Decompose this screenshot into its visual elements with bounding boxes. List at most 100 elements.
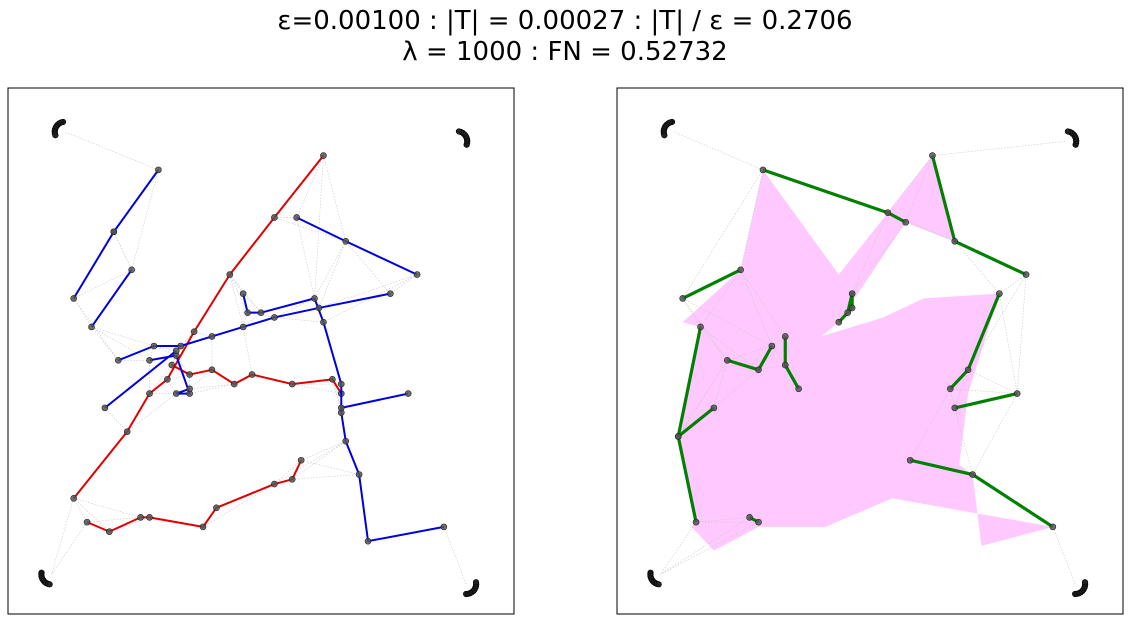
data-point [239, 290, 247, 297]
title-line-2: λ = 1000 : FN = 0.52732 [402, 37, 728, 67]
data-point [320, 152, 327, 159]
data-point [844, 309, 852, 316]
mesh-edge [1052, 526, 1076, 585]
data-point [208, 366, 216, 374]
data-point [1049, 523, 1057, 531]
mesh-edge [171, 345, 181, 366]
mesh-edge [700, 326, 759, 371]
data-point [164, 376, 171, 383]
mesh-edge [292, 383, 342, 394]
data-point [257, 309, 265, 316]
data-point [723, 356, 731, 364]
mesh-edge [740, 169, 764, 270]
series-10 [101, 347, 180, 412]
left-panel [7, 87, 515, 615]
data-point [759, 166, 767, 174]
data-point [746, 514, 753, 521]
mesh-edge [91, 326, 150, 361]
data-point [902, 218, 909, 226]
mesh-edge [332, 379, 342, 408]
data-point [320, 318, 327, 326]
mesh-edge [51, 498, 74, 575]
series-2 [83, 456, 305, 535]
mesh-edge [660, 521, 759, 575]
series-6 [781, 333, 802, 393]
series-6 [293, 214, 421, 278]
data-point [946, 385, 954, 393]
series-4 [70, 228, 118, 302]
series-10 [906, 456, 1057, 531]
series-line [117, 292, 391, 362]
data-point [964, 366, 972, 374]
shaded-region [678, 155, 1053, 551]
data-point [288, 475, 296, 483]
right-panel [616, 87, 1124, 615]
series-line [954, 392, 1018, 410]
series-line [104, 349, 177, 409]
corner-point [472, 579, 480, 586]
data-point [146, 390, 153, 397]
series-2 [679, 266, 744, 302]
mesh-edge [345, 241, 391, 294]
mesh-edge [443, 526, 467, 585]
series-line [90, 269, 133, 328]
data-point [155, 166, 162, 174]
data-point [710, 404, 718, 412]
data-point [297, 456, 305, 464]
mesh-edge [274, 317, 324, 323]
mesh-edge [682, 298, 728, 361]
series-8 [946, 290, 1003, 393]
data-point [83, 518, 91, 526]
data-point [114, 356, 122, 364]
mesh-edge [950, 388, 1018, 394]
data-point [387, 290, 394, 297]
data-point [697, 323, 704, 331]
corner-point [661, 132, 668, 139]
mesh-edge [967, 274, 1027, 370]
series-8 [114, 290, 394, 364]
mesh-edge [296, 217, 315, 299]
series-line [171, 364, 343, 395]
mesh-edge [127, 393, 177, 432]
data-point [293, 214, 300, 221]
data-point [186, 371, 193, 378]
mesh-edge [700, 326, 728, 361]
series-5 [723, 342, 776, 374]
data-point [768, 342, 776, 350]
data-point [137, 514, 144, 521]
data-point [342, 437, 350, 445]
data-point [781, 361, 789, 369]
data-point [208, 333, 216, 340]
data-point [951, 404, 959, 412]
mesh-edge [113, 231, 132, 270]
mesh-edge [189, 383, 235, 390]
mesh-edge [999, 293, 1018, 394]
mesh-edge [73, 298, 92, 328]
mesh-edge [301, 459, 360, 475]
series-7 [835, 290, 856, 326]
series-line [681, 268, 742, 300]
mesh-edge [242, 326, 253, 375]
data-point [413, 271, 421, 278]
mesh-edge [229, 274, 244, 328]
mesh-edge [274, 440, 346, 485]
data-point [230, 380, 238, 388]
data-point [239, 323, 247, 331]
mesh-edge [771, 345, 786, 366]
data-point [781, 333, 789, 340]
mesh-edge [682, 169, 764, 299]
data-point [248, 371, 256, 378]
data-point [150, 342, 158, 350]
mesh-edge [274, 217, 346, 242]
mesh-edge [149, 364, 173, 394]
data-point [177, 342, 185, 350]
series-line [72, 154, 325, 499]
data-point [168, 361, 176, 369]
mesh-edge [660, 517, 750, 575]
mesh-edge [700, 269, 741, 328]
data-point [311, 295, 318, 302]
title-line-1: ε=0.00100 : |T| = 0.00027 : |T| / ε = 0.… [277, 6, 853, 36]
data-point [271, 314, 278, 321]
mesh-edge [713, 369, 759, 409]
